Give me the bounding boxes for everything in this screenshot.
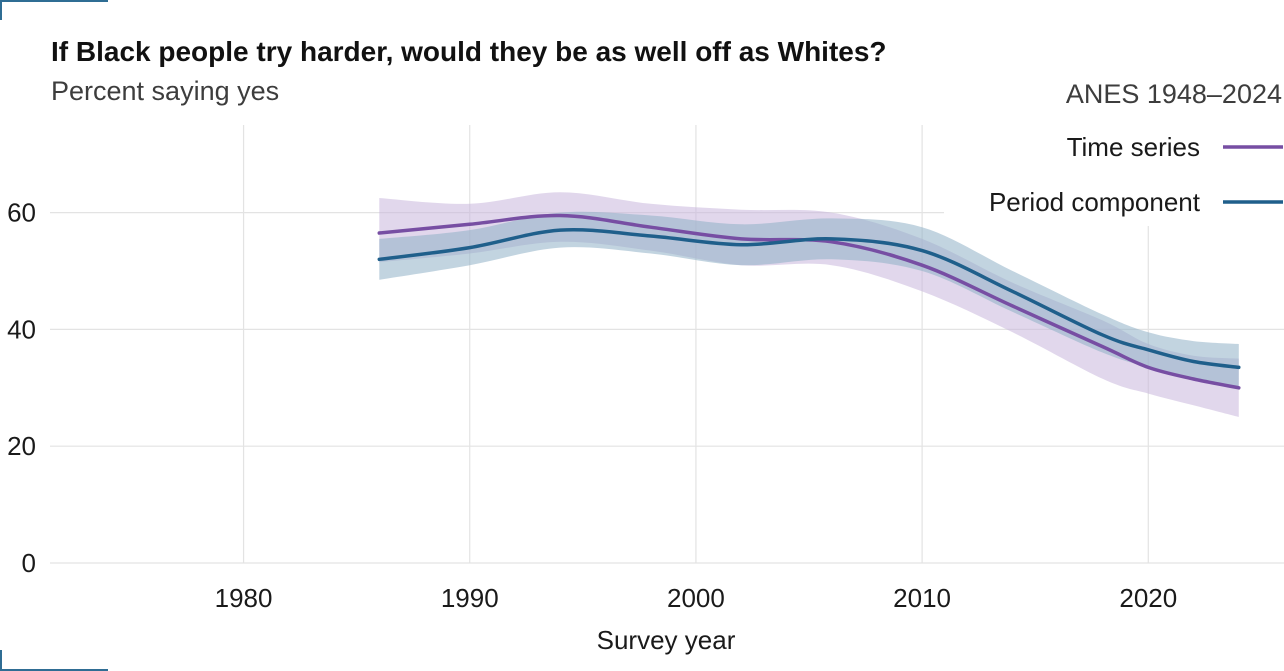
chart-title: If Black people try harder, would they b…: [51, 36, 887, 67]
corner-mark-top-left: [0, 0, 108, 20]
x-axis-ticks: 1980 1990 2000 2010 2020: [215, 583, 1178, 613]
y-tick-label-20: 20: [7, 431, 36, 461]
y-tick-label-60: 60: [7, 198, 36, 228]
x-tick-label-2010: 2010: [893, 583, 951, 613]
x-tick-label-1980: 1980: [215, 583, 273, 613]
confidence-band-period-component: [379, 211, 1239, 388]
y-tick-label-40: 40: [7, 314, 36, 344]
x-tick-label-2020: 2020: [1119, 583, 1177, 613]
confidence-bands: [379, 192, 1239, 417]
legend-label-time-series: Time series: [1067, 132, 1200, 162]
y-axis-ticks: 0 20 40 60: [7, 198, 36, 578]
x-axis-label: Survey year: [597, 625, 736, 655]
series-lines: [377, 213, 1241, 390]
series-line-time-series: [377, 213, 1241, 390]
y-tick-label-0: 0: [22, 548, 36, 578]
x-tick-label-1990: 1990: [441, 583, 499, 613]
series-line-period-component: [377, 227, 1241, 370]
legend: Time series Period component: [944, 125, 1284, 226]
x-tick-label-2000: 2000: [667, 583, 725, 613]
chart-source: ANES 1948–2024: [1065, 79, 1282, 109]
legend-label-period-component: Period component: [989, 187, 1201, 217]
legend-background: [944, 125, 1284, 226]
corner-mark-bottom-left: [0, 650, 108, 671]
chart-subtitle: Percent saying yes: [51, 76, 280, 106]
